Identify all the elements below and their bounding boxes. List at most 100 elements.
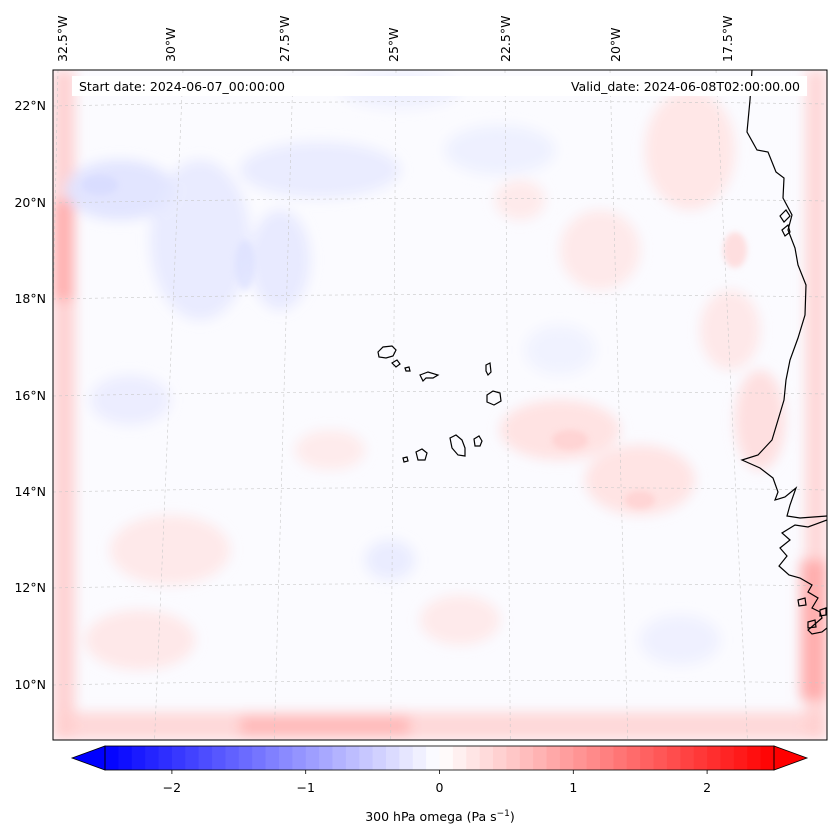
parallel-gridline [53, 101, 827, 107]
colorbar-swatch [105, 746, 119, 770]
brava-island [402, 456, 409, 463]
colorbar-swatch [372, 746, 387, 770]
colorbar-swatch [252, 746, 267, 770]
colorbar: −2 −1 0 1 2 300 hPa omega (Pa s−1) [70, 745, 809, 824]
colorbar-swatch [238, 746, 253, 770]
colorbar-swatch [626, 746, 641, 770]
parallel-gridline [53, 391, 827, 397]
colorbar-tick-label: −1 [296, 780, 314, 795]
colorbar-ticks: −2 −1 0 1 2 [163, 770, 711, 795]
valid-date-label: Valid_date: 2024-06-08T02:00:00.00 [571, 79, 800, 94]
colorbar-tick-label: 0 [436, 780, 444, 795]
colorbar-swatch [292, 746, 307, 770]
boa-vista-island [486, 390, 502, 406]
omega-small-features [82, 175, 747, 509]
colorbar-swatch [707, 746, 721, 770]
colorbar-swatch [600, 746, 614, 770]
longitude-tick-label: 22.5°W [498, 16, 513, 62]
colorbar-swatch [466, 746, 481, 770]
sao-vicente-island [391, 359, 401, 368]
colorbar-swatch [680, 746, 695, 770]
colorbar-swatch [666, 746, 681, 770]
parallel-gridline [53, 294, 827, 300]
colorbar-swatch [131, 746, 146, 770]
longitude-tick-label: 17.5°W [720, 16, 735, 62]
meridian-gridline [390, 70, 397, 740]
colorbar-swatch [573, 746, 588, 770]
colorbar-swatch [506, 746, 521, 770]
colorbar-swatch [439, 746, 454, 770]
parallel-gridline [53, 583, 827, 589]
colorbar-swatch [118, 746, 133, 770]
colorbar-swatch [452, 746, 467, 770]
colorbar-swatch [212, 746, 226, 770]
colorbar-swatch [319, 746, 333, 770]
parallel-gridline [53, 198, 827, 204]
longitude-tick-label: 20°W [608, 27, 623, 62]
colorbar-swatch [733, 746, 748, 770]
colorbar-swatch [332, 746, 347, 770]
colorbar-swatch [479, 746, 494, 770]
colorbar-swatch [586, 746, 601, 770]
coastlines [377, 70, 827, 635]
colorbar-swatch [493, 746, 507, 770]
maio-island [473, 435, 483, 447]
santa-luzia-island [404, 366, 411, 372]
longitude-labels: 32.5°W 30°W 27.5°W 25°W 22.5°W 20°W 17.5°W [55, 16, 735, 62]
latitude-tick-label: 14°N [14, 484, 46, 499]
santo-antao-island [377, 345, 397, 359]
colorbar-swatch [359, 746, 374, 770]
senegal-river-mouth [779, 209, 791, 237]
colorbar-swatch [747, 746, 762, 770]
meridian-gridline [609, 70, 629, 740]
colorbar-swatch [305, 746, 320, 770]
colorbar-tick-label: 2 [703, 780, 711, 795]
longitude-tick-label: 27.5°W [277, 16, 292, 62]
colorbar-swatch [399, 746, 414, 770]
colorbar-swatch [653, 746, 668, 770]
meridian-gridline [273, 70, 294, 740]
colorbar-swatch [412, 746, 427, 770]
colorbar-swatch [265, 746, 280, 770]
colorbar-swatch [278, 746, 293, 770]
colorbar-label: 300 hPa omega (Pa s−1) [365, 809, 515, 824]
latitude-tick-label: 20°N [14, 195, 46, 210]
bissagos-islands [797, 597, 827, 629]
colorbar-swatch [720, 746, 735, 770]
colorbar-swatches [105, 746, 775, 770]
sao-nicolau-island [419, 371, 440, 383]
latitude-tick-label: 10°N [14, 677, 46, 692]
colorbar-swatch [158, 746, 173, 770]
latitude-tick-label: 18°N [14, 291, 46, 306]
colorbar-swatch [145, 746, 160, 770]
colorbar-swatch [693, 746, 708, 770]
meridian-gridline [504, 70, 511, 740]
meridian-gridline [154, 70, 184, 740]
africa-coastline [740, 70, 827, 519]
longitude-tick-label: 32.5°W [55, 16, 70, 62]
meridian-gridline [715, 70, 748, 740]
colorbar-swatch [426, 746, 440, 770]
colorbar-swatch [533, 746, 548, 770]
sal-island [485, 362, 492, 377]
gridlines [53, 70, 827, 740]
parallel-gridline [53, 680, 827, 686]
omega-field [53, 70, 827, 740]
colorbar-swatch [760, 746, 775, 770]
longitude-tick-label: 30°W [163, 27, 178, 62]
map-frame [52, 69, 828, 741]
colorbar-swatch [613, 746, 628, 770]
colorbar-swatch [345, 746, 360, 770]
fogo-island [415, 448, 428, 461]
colorbar-extend-high [773, 745, 809, 771]
colorbar-swatch [559, 746, 574, 770]
colorbar-tick-label: −2 [163, 780, 181, 795]
colorbar-extend-low [70, 745, 106, 771]
colorbar-swatch [519, 746, 534, 770]
start-date-label: Start date: 2024-06-07_00:00:00 [79, 79, 285, 94]
header-strip [72, 76, 807, 96]
colorbar-swatch [546, 746, 561, 770]
latitude-labels: 22°N 20°N 18°N 16°N 14°N 12°N 10°N [14, 98, 46, 692]
colorbar-swatch [640, 746, 655, 770]
santiago-island [449, 434, 466, 457]
